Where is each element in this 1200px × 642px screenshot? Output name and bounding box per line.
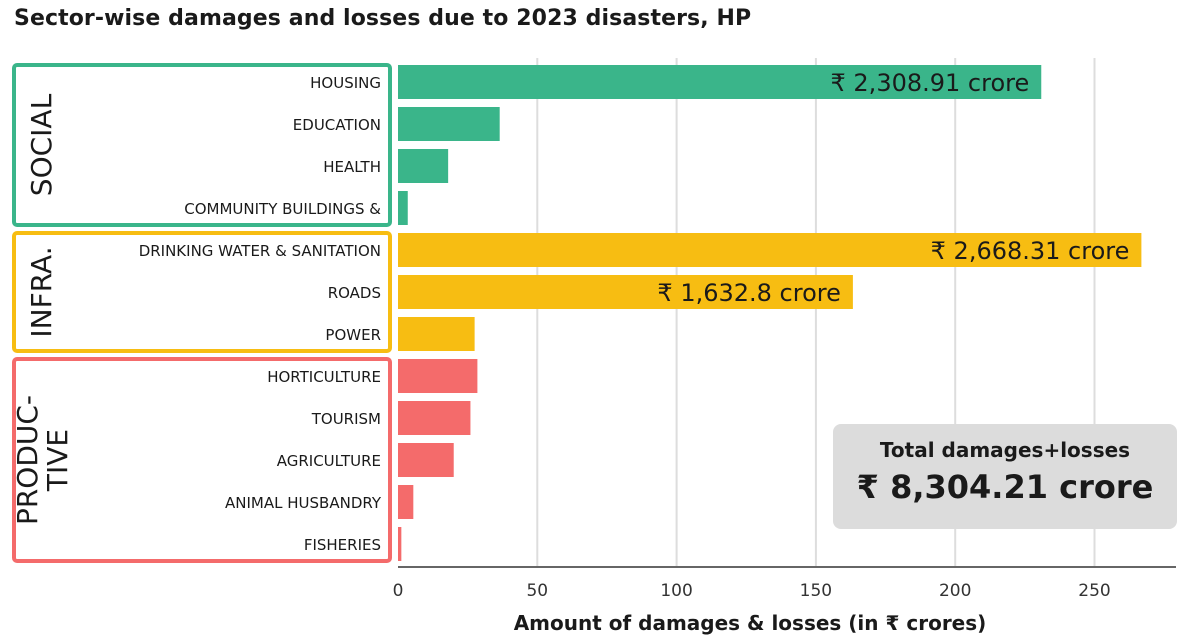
- bar-data-label: ₹ 1,632.8 crore: [657, 279, 840, 307]
- category-label: ANIMAL HUSBANDRY: [225, 494, 382, 512]
- total-annotation-label: Total damages+losses: [879, 438, 1131, 462]
- chart-title: Sector-wise damages and losses due to 20…: [14, 6, 752, 31]
- bar: [398, 191, 408, 225]
- group-bracket: [12, 231, 392, 353]
- x-tick-label: 150: [800, 581, 832, 601]
- bar: [398, 527, 402, 561]
- total-annotation-value: ₹ 8,304.21 crore: [856, 468, 1154, 506]
- group-label: INFRA.: [25, 246, 58, 337]
- group-bracket: [12, 357, 392, 563]
- category-label: AGRICULTURE: [277, 452, 381, 470]
- bar-data-label: ₹ 2,308.91 crore: [831, 69, 1030, 97]
- bar: [398, 233, 1142, 267]
- category-label: COMMUNITY BUILDINGS &: [184, 200, 381, 218]
- bar: [398, 485, 414, 519]
- bar: [398, 149, 449, 183]
- total-annotation-box: Total damages+losses ₹ 8,304.21 crore: [833, 424, 1177, 529]
- bar: [398, 443, 454, 477]
- group-label: PRODUC-TIVE: [11, 395, 74, 525]
- x-tick-label: 100: [660, 581, 692, 601]
- category-label: ROADS: [328, 284, 381, 302]
- category-label: DRINKING WATER & SANITATION: [139, 242, 381, 260]
- x-tick-label: 200: [939, 581, 971, 601]
- category-label: FISHERIES: [304, 536, 381, 554]
- bar-data-label: ₹ 2,668.31 crore: [931, 237, 1130, 265]
- bar: [398, 107, 500, 141]
- group-bracket: [12, 63, 392, 227]
- x-tick-label: 0: [393, 581, 404, 601]
- group-label-line: TIVE: [41, 429, 74, 492]
- x-tick-label: 250: [1078, 581, 1110, 601]
- group-label-line: PRODUC-: [11, 395, 44, 525]
- category-label: HOUSING: [310, 74, 381, 92]
- x-tick-label: 50: [526, 581, 548, 601]
- bar: [398, 317, 475, 351]
- category-label: HORTICULTURE: [267, 368, 381, 386]
- bar: [398, 65, 1042, 99]
- category-label: HEALTH: [323, 158, 381, 176]
- bar: [398, 275, 853, 309]
- group-label: SOCIAL: [25, 93, 58, 196]
- bar: [398, 359, 478, 393]
- category-label: POWER: [325, 326, 381, 344]
- category-label: TOURISM: [311, 410, 381, 428]
- bar: [398, 401, 471, 435]
- group-label-line: SOCIAL: [25, 93, 58, 196]
- category-label: EDUCATION: [293, 116, 381, 134]
- group-label-line: INFRA.: [25, 246, 58, 337]
- x-axis-title: Amount of damages & losses (in ₹ crores): [514, 611, 987, 635]
